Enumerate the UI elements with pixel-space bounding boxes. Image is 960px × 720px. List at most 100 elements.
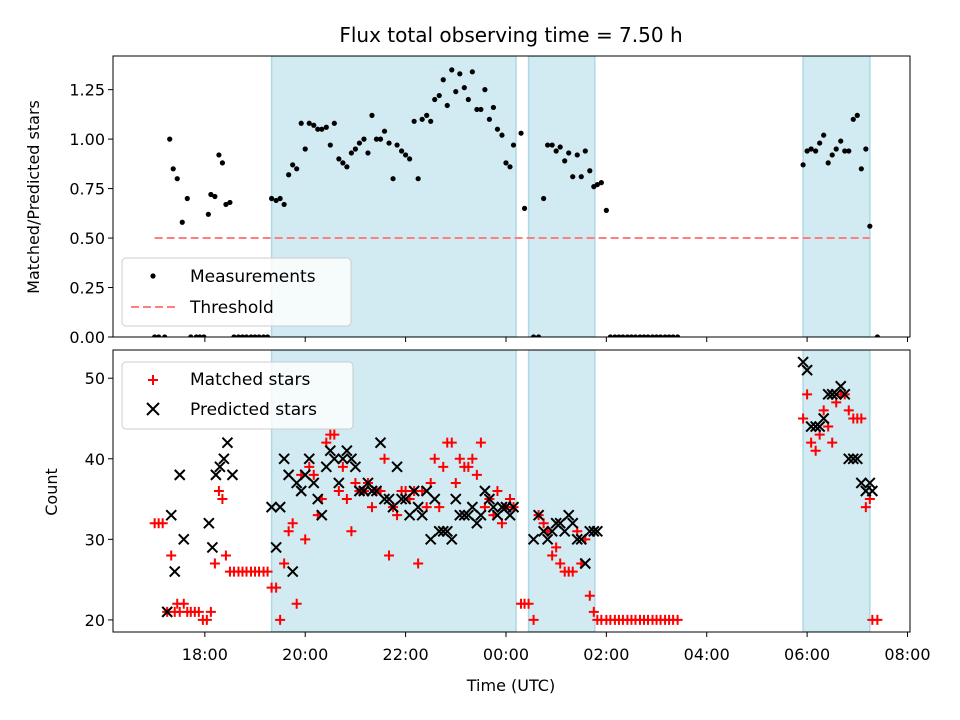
- matched-stars-point: [450, 477, 461, 488]
- measurement-point: [331, 120, 337, 126]
- matched-stars-point: [843, 405, 854, 416]
- matched-stars-point: [201, 614, 212, 625]
- measurement-point: [657, 334, 664, 337]
- measurement-point: [854, 112, 860, 118]
- measurement-point: [499, 132, 505, 138]
- matched-stars-point: [463, 461, 474, 472]
- measurement-point: [386, 140, 392, 146]
- predicted-stars-point: [178, 533, 190, 546]
- matched-stars-point: [262, 566, 273, 577]
- top-y-tick-label: 0.25: [69, 279, 105, 298]
- predicted-stars-point: [324, 445, 337, 457]
- matched-stars-point: [492, 486, 503, 496]
- predicted-stars-point: [541, 533, 554, 546]
- bottom-shaded-interval: [802, 350, 871, 632]
- measurement-point: [530, 334, 537, 337]
- legend-measurements-label: Measurements: [190, 267, 316, 287]
- matched-stars-point: [802, 389, 813, 400]
- measurement-point: [167, 136, 173, 142]
- legend-predicted-marker: [146, 402, 160, 416]
- measurement-point: [319, 126, 325, 132]
- predicted-stars-point: [374, 436, 387, 449]
- measurement-point: [808, 146, 814, 152]
- measurement-point: [603, 207, 609, 213]
- measurement-point: [432, 96, 438, 103]
- measurement-point: [315, 126, 321, 132]
- predicted-stars-point: [475, 509, 487, 521]
- measurement-point: [469, 69, 475, 75]
- measurement-point: [825, 160, 831, 166]
- measurement-point: [197, 334, 203, 337]
- measurement-point: [594, 182, 600, 188]
- top-legend: Measurements Threshold: [121, 257, 352, 327]
- measurement-point: [649, 334, 656, 337]
- measurement-point: [637, 334, 643, 337]
- top-shaded-interval: [527, 56, 596, 337]
- top-y-tick-label: 1.25: [69, 81, 105, 100]
- top-series-1: [152, 67, 880, 337]
- matched-stars-point: [220, 550, 231, 561]
- x-tick-label: 04:00: [684, 645, 730, 664]
- predicted-stars-point: [206, 541, 219, 554]
- matched-stars-point: [329, 429, 340, 440]
- bottom-y-tick-label: 40: [85, 450, 105, 469]
- predicted-stars-point: [416, 509, 428, 521]
- predicted-stars-point: [412, 501, 424, 513]
- legend-matched-label: Matched stars: [190, 370, 310, 390]
- measurement-point: [465, 96, 471, 103]
- measurement-point: [562, 158, 568, 164]
- measurement-point: [281, 201, 287, 208]
- measurement-point: [494, 126, 501, 132]
- matched-stars-point: [528, 614, 539, 625]
- predicted-stars-point: [203, 517, 215, 529]
- measurement-point: [152, 334, 158, 337]
- bottom-y-tick-label: 30: [85, 530, 105, 549]
- measurement-point: [356, 140, 363, 146]
- predicted-stars-point: [295, 485, 307, 497]
- measurement-point: [616, 334, 622, 337]
- top-y-axis-label: Matched/Predicted stars: [24, 100, 43, 294]
- predicted-stars-point: [446, 533, 458, 546]
- measurement-point: [670, 334, 676, 337]
- measurement-point: [518, 130, 524, 136]
- measurement-point: [260, 334, 267, 337]
- predicted-stars-point: [278, 453, 290, 465]
- x-tick-label: 08:00: [884, 645, 930, 664]
- predicted-stars-point: [801, 364, 813, 376]
- predicted-stars-point: [270, 541, 282, 554]
- matched-stars-point: [467, 453, 478, 464]
- matched-stars-point: [291, 598, 302, 609]
- measurement-point: [436, 92, 442, 99]
- measurement-point: [510, 142, 517, 148]
- measurement-point: [566, 150, 572, 156]
- measurement-point: [653, 334, 660, 337]
- measurement-point: [216, 152, 222, 158]
- predicted-stars-point: [527, 533, 540, 546]
- top-shaded-interval: [802, 56, 871, 337]
- predicted-stars-point: [851, 453, 864, 465]
- measurement-point: [336, 156, 342, 162]
- bottom-legend-box: [121, 361, 354, 430]
- measurement-point: [290, 162, 296, 168]
- matched-stars-point: [333, 486, 344, 496]
- measurement-point: [170, 166, 176, 172]
- matched-stars-point: [588, 606, 599, 617]
- measurement-point: [239, 334, 246, 337]
- measurement-point: [850, 116, 856, 122]
- predicted-stars-point: [210, 469, 222, 481]
- predicted-stars-point: [308, 477, 320, 489]
- measurement-point: [662, 334, 668, 337]
- predicted-stars-point: [483, 493, 496, 505]
- measurement-point: [348, 150, 354, 156]
- measurement-point: [311, 122, 317, 128]
- predicted-stars-point: [341, 445, 353, 457]
- measurement-point: [179, 219, 185, 225]
- measurement-point: [486, 116, 493, 122]
- predicted-stars-point: [537, 525, 550, 537]
- measurement-point: [407, 156, 413, 162]
- measurement-point: [863, 146, 869, 152]
- bottom-panel: 20 30 40 50 18:00 20:00 22:00 00:00 02:00 04:00 06…: [85, 349, 931, 664]
- measurement-point: [428, 118, 434, 124]
- predicted-stars-point: [835, 380, 847, 392]
- measurement-point: [424, 112, 430, 118]
